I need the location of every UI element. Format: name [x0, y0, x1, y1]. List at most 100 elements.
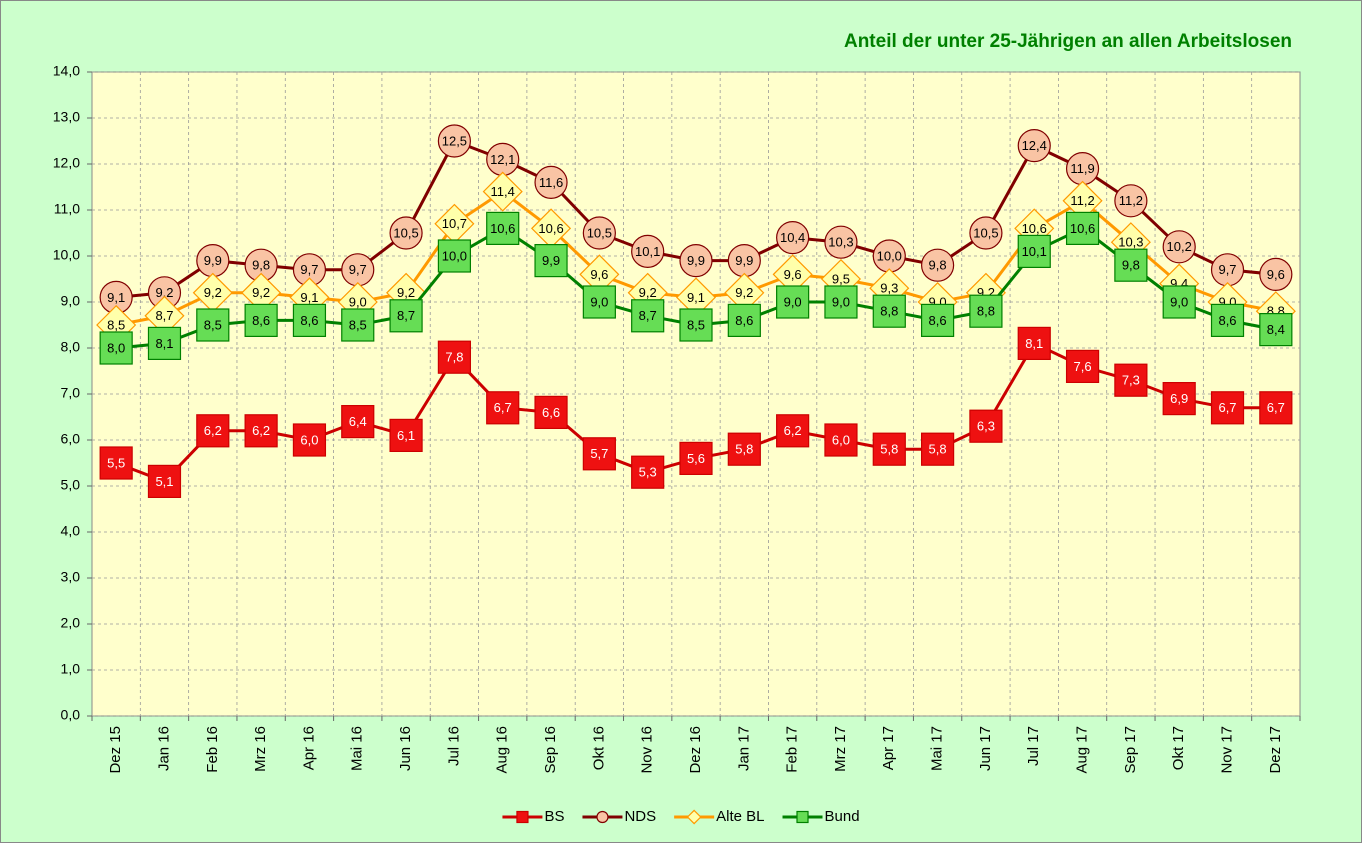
data-label: 12,4 [1022, 138, 1047, 153]
x-tick-label: Aug 17 [1074, 726, 1091, 774]
data-label: 5,5 [107, 455, 125, 470]
x-tick-label: Okt 16 [590, 726, 607, 770]
x-tick-label: Apr 17 [880, 726, 897, 770]
marker [969, 216, 1003, 250]
data-label: 7,3 [1122, 373, 1140, 388]
marker [1017, 234, 1051, 268]
legend-item: Alte BL [674, 808, 765, 825]
data-label: 8,6 [735, 313, 753, 328]
marker [1259, 257, 1293, 291]
marker [389, 418, 423, 452]
marker [582, 216, 616, 250]
marker [631, 234, 665, 268]
marker [727, 303, 761, 337]
data-label: 10,0 [877, 248, 902, 263]
marker [1114, 184, 1148, 218]
y-tick-label: 12,0 [53, 155, 80, 171]
marker [1162, 285, 1196, 319]
data-label: 8,5 [107, 317, 125, 332]
data-label: 10,5 [973, 225, 998, 240]
data-label: 9,2 [735, 285, 753, 300]
marker [1065, 349, 1100, 383]
data-label: 9,7 [349, 262, 367, 277]
x-tick-label: Nov 17 [1218, 726, 1235, 774]
data-label: 9,9 [687, 253, 705, 268]
x-tick-label: Feb 17 [784, 726, 801, 773]
data-label: 8,4 [1267, 322, 1285, 337]
y-tick-label: 8,0 [61, 339, 81, 355]
data-label: 10,7 [442, 216, 467, 231]
x-tick-label: Dez 15 [107, 726, 124, 774]
data-label: 8,6 [252, 313, 270, 328]
x-tick-label: Mrz 17 [832, 726, 849, 772]
series: 8,0 8,1 8,5 8,6 8,6 8,5 8,7 10,0 10,6 9,9 9,0 8,7 8,… [99, 211, 1293, 365]
data-label: 12,5 [442, 133, 467, 148]
legend-item: Bund [782, 808, 860, 825]
data-label: 6,7 [1218, 400, 1236, 415]
data-label: 8,8 [977, 304, 995, 319]
marker [292, 423, 327, 457]
data-label: 10,5 [393, 225, 418, 240]
x-tick-label: Feb 16 [204, 726, 221, 773]
y-tick-label: 2,0 [61, 615, 81, 631]
data-label: 8,8 [880, 304, 898, 319]
data-label: 7,6 [1074, 359, 1092, 374]
marker [1259, 313, 1293, 347]
data-label: 8,7 [397, 308, 415, 323]
data-label: 10,3 [828, 235, 853, 250]
x-tick-label: Dez 16 [687, 726, 704, 774]
data-label: 9,2 [204, 285, 222, 300]
marker [534, 395, 568, 429]
marker [679, 441, 713, 475]
legend-label: NDS [624, 808, 656, 825]
data-label: 8,1 [1025, 336, 1043, 351]
data-label: 9,2 [252, 285, 270, 300]
marker [99, 446, 133, 480]
marker [631, 299, 665, 333]
data-label: 10,6 [1070, 221, 1095, 236]
data-label: 10,5 [587, 225, 612, 240]
y-tick-label: 11,0 [54, 201, 80, 217]
y-tick-label: 4,0 [61, 523, 81, 539]
marker [147, 326, 182, 360]
x-tick-label: Dez 17 [1267, 726, 1284, 774]
data-label: 5,7 [590, 446, 608, 461]
chart-title: Anteil der unter 25-Jährigen an allen Ar… [844, 31, 1292, 52]
data-label: 9,2 [639, 285, 657, 300]
marker [679, 308, 713, 342]
marker [824, 225, 858, 259]
legend-item: NDS [582, 808, 656, 825]
data-label: 9,0 [1170, 294, 1188, 309]
marker [582, 285, 616, 319]
marker [1017, 326, 1051, 360]
marker [196, 308, 230, 342]
data-label: 5,8 [929, 442, 947, 457]
data-label: 8,5 [349, 317, 367, 332]
marker [482, 171, 523, 212]
series: 5,5 5,1 6,2 6,2 6,0 6,4 6,1 7,8 6,7 6,6 5,7 5,3 5,6 5… [99, 326, 1293, 498]
data-label: 8,5 [204, 317, 222, 332]
y-tick-label: 9,0 [61, 293, 81, 309]
data-label: 6,9 [1170, 391, 1188, 406]
data-label: 8,6 [1218, 313, 1236, 328]
marker [147, 464, 182, 498]
data-label: 9,3 [880, 281, 898, 296]
data-label: 8,6 [300, 313, 318, 328]
data-label: 9,2 [155, 285, 173, 300]
data-label: 5,8 [735, 442, 753, 457]
marker [292, 303, 327, 337]
x-tick-label: Mai 16 [349, 726, 366, 771]
marker [534, 244, 568, 278]
marker [437, 340, 471, 374]
data-label: 6,0 [832, 432, 850, 447]
data-label: 6,0 [300, 432, 318, 447]
data-label: 9,6 [1267, 267, 1285, 282]
data-label: 5,6 [687, 451, 705, 466]
marker [341, 308, 375, 342]
marker [486, 391, 520, 425]
marker [1259, 391, 1293, 425]
data-label: 9,8 [1122, 258, 1140, 273]
data-label: 6,7 [1267, 400, 1285, 415]
x-tick-label: Sep 16 [542, 726, 559, 774]
